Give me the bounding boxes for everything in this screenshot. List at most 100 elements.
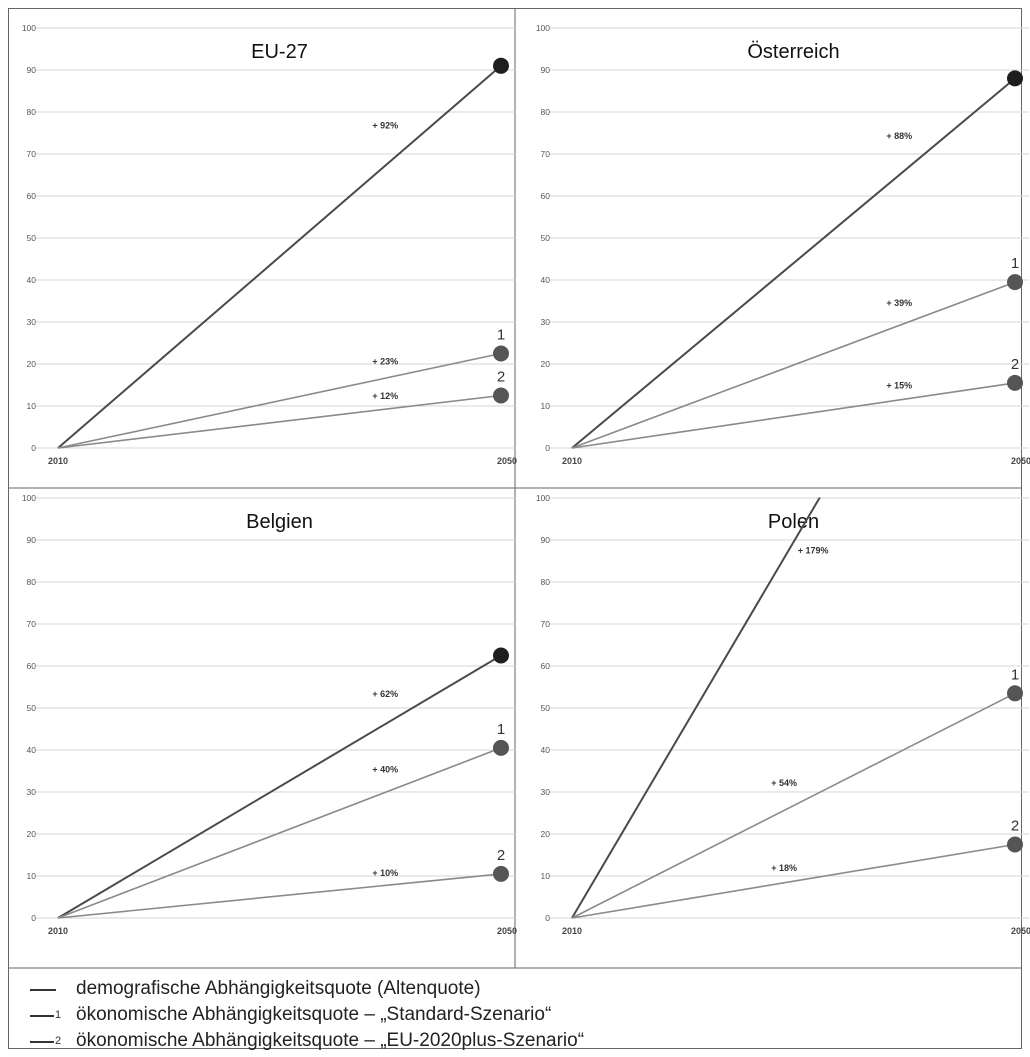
y-tick-label: 90 [27, 65, 37, 75]
growth-annotation: + 54% [771, 778, 797, 788]
y-tick-label: 20 [541, 829, 551, 839]
x-tick-label: 2050 [1011, 456, 1030, 466]
y-tick-label: 30 [27, 317, 37, 327]
y-tick-label: 20 [27, 359, 37, 369]
y-tick-label: 80 [27, 107, 37, 117]
series-line [57, 654, 502, 919]
growth-annotation: + 179% [798, 545, 829, 555]
y-tick-label: 10 [541, 401, 551, 411]
series-marker-label: 1 [497, 721, 505, 738]
series-line [571, 497, 821, 919]
y-tick-label: 0 [545, 913, 550, 923]
growth-annotation: + 62% [372, 689, 398, 699]
growth-annotation: + 18% [771, 863, 797, 873]
series-end-marker [1007, 70, 1023, 87]
series-marker-label: 2 [497, 369, 505, 386]
series-line [57, 394, 502, 449]
series-end-marker [1007, 836, 1023, 853]
chart-panel-1: 0 10 20 30 40 50 60 70 80 90 100 2010 2050 EU-27 + 92%… [22, 23, 517, 466]
y-tick-label: 20 [541, 359, 551, 369]
x-tick-label: 2010 [562, 926, 582, 936]
series-end-marker [1007, 374, 1023, 391]
x-tick-label: 2050 [497, 456, 517, 466]
y-tick-label: 0 [545, 443, 550, 453]
panel-title: EU-27 [251, 41, 308, 63]
series-line [571, 843, 1016, 919]
y-tick-label: 50 [541, 703, 551, 713]
series-end-marker [493, 345, 509, 362]
y-tick-label: 70 [27, 619, 37, 629]
series-line [57, 352, 502, 449]
y-tick-label: 60 [541, 661, 551, 671]
growth-annotation: + 92% [372, 121, 398, 131]
series-end-marker [493, 739, 509, 756]
series-end-marker [1007, 274, 1023, 291]
y-tick-label: 40 [27, 275, 37, 285]
y-tick-label: 0 [31, 913, 36, 923]
panel-title: Österreich [747, 41, 839, 63]
growth-annotation: + 40% [372, 765, 398, 775]
y-tick-label: 60 [27, 661, 37, 671]
y-tick-label: 70 [541, 149, 551, 159]
y-tick-label: 30 [27, 787, 37, 797]
series-end-marker [493, 57, 509, 74]
chart-panel-2: 0 10 20 30 40 50 60 70 80 90 100 2010 2050 Österreich… [536, 23, 1030, 466]
panel-title: Polen [768, 511, 819, 533]
y-tick-label: 80 [541, 107, 551, 117]
y-tick-label: 90 [541, 65, 551, 75]
x-tick-label: 2050 [1011, 926, 1030, 936]
y-tick-label: 30 [541, 317, 551, 327]
y-tick-label: 0 [31, 443, 36, 453]
series-marker-label: 1 [497, 327, 505, 344]
series-end-marker [493, 865, 509, 882]
x-tick-label: 2050 [497, 926, 517, 936]
series-line [571, 382, 1016, 449]
y-tick-label: 30 [541, 787, 551, 797]
y-tick-label: 60 [27, 191, 37, 201]
y-tick-label: 100 [536, 493, 550, 503]
growth-annotation: + 23% [372, 357, 398, 367]
series-marker-label: 2 [1011, 356, 1019, 373]
growth-annotation: + 12% [372, 391, 398, 401]
y-tick-label: 40 [27, 745, 37, 755]
series-end-marker [1007, 685, 1023, 702]
y-tick-label: 40 [541, 275, 551, 285]
chart-panel-3: 0 10 20 30 40 50 60 70 80 90 100 2010 2050 Belgien + 6… [22, 493, 517, 936]
panel-title: Belgien [246, 511, 313, 533]
series-marker-label: 2 [497, 847, 505, 864]
y-tick-label: 40 [541, 745, 551, 755]
y-tick-label: 50 [541, 233, 551, 243]
growth-annotation: + 39% [886, 298, 912, 308]
series-line [57, 65, 502, 449]
x-tick-label: 2010 [48, 456, 68, 466]
y-tick-label: 20 [27, 829, 37, 839]
x-tick-label: 2010 [562, 456, 582, 466]
series-line [571, 77, 1016, 449]
series-marker-label: 1 [1011, 666, 1019, 683]
series-line [571, 281, 1016, 449]
y-tick-label: 10 [27, 401, 37, 411]
series-marker-label: 1 [1011, 255, 1019, 272]
series-line [571, 692, 1016, 919]
series-line [57, 747, 502, 919]
y-tick-label: 50 [27, 703, 37, 713]
chart-panel-4: 0 10 20 30 40 50 60 70 80 90 100 2010 2050 Polen + 179… [536, 493, 1030, 936]
y-tick-label: 90 [27, 535, 37, 545]
y-tick-label: 80 [541, 577, 551, 587]
y-tick-label: 70 [27, 149, 37, 159]
y-tick-label: 10 [27, 871, 37, 881]
y-tick-label: 50 [27, 233, 37, 243]
series-marker-label: 2 [1011, 818, 1019, 835]
growth-annotation: + 15% [886, 381, 912, 391]
y-tick-label: 70 [541, 619, 551, 629]
x-tick-label: 2010 [48, 926, 68, 936]
y-tick-label: 100 [22, 23, 36, 33]
y-tick-label: 90 [541, 535, 551, 545]
series-line [57, 873, 502, 919]
growth-annotation: + 88% [886, 131, 912, 141]
y-tick-label: 100 [22, 493, 36, 503]
growth-annotation: + 10% [372, 868, 398, 878]
series-end-marker [493, 387, 509, 404]
